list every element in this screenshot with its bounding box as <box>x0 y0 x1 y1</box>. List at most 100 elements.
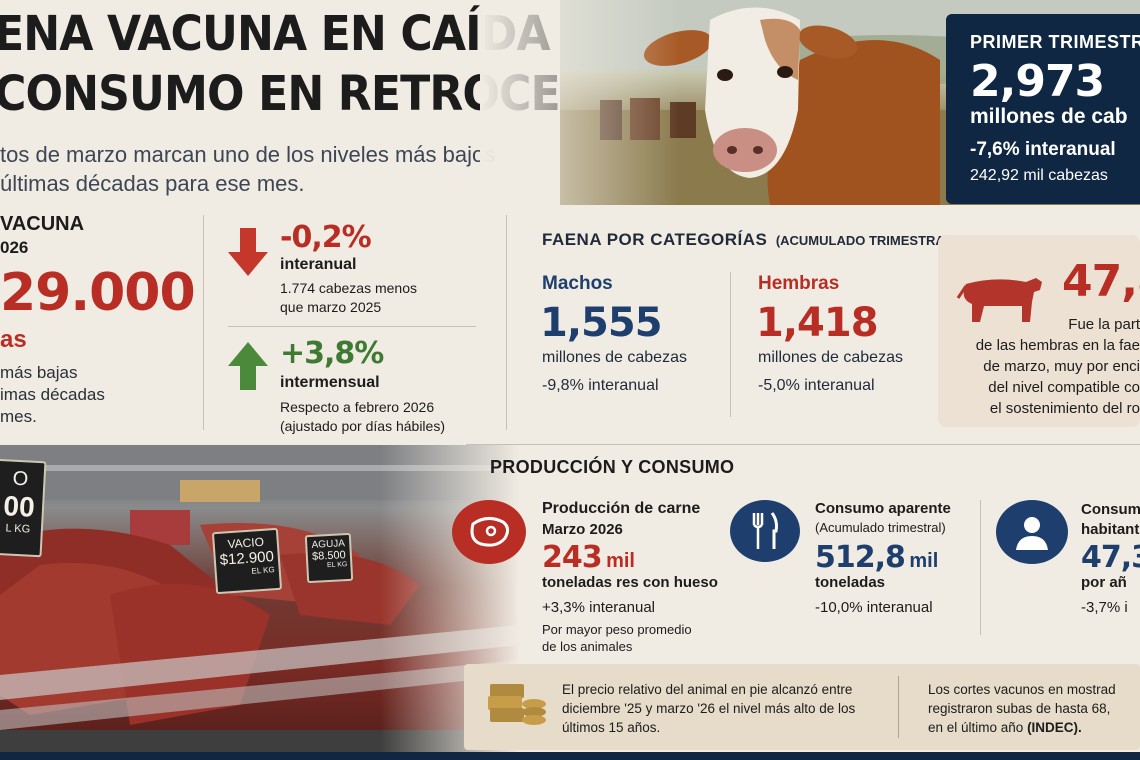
page-subtitle: tos de marzo marcan uno de los niveles m… <box>0 140 495 198</box>
note-left-line-2: diciembre '25 y marzo '26 el nivel más a… <box>562 701 856 716</box>
first-quarter-value: 2,973 <box>970 56 1105 107</box>
consumption-title-line-1: Consumo aparente <box>815 500 951 517</box>
hembras-share-line-5: el sostenimiento del ro <box>989 400 1140 417</box>
faena-march-value: 29.000 <box>0 263 196 323</box>
interanual-desc: 1.774 cabezas menos que marzo 2025 <box>280 279 417 317</box>
intermensual-desc-line-1: Respecto a febrero 2026 <box>280 399 435 415</box>
production-section-title: PRODUCCIÓN Y CONSUMO <box>490 457 735 477</box>
note-right-line-1: Los cortes vacunos en mostrad <box>928 682 1116 697</box>
hembras-share-line-4: del nivel compatible co <box>988 379 1140 396</box>
note-left-line-1: El precio relativo del animal en pie alc… <box>562 682 853 697</box>
production-title-line-2: Marzo 2026 <box>542 521 623 538</box>
production-value-group: 243 mil <box>542 540 635 575</box>
categories-title-note: (ACUMULADO TRIMESTRAL) <box>775 233 958 248</box>
fork-knife-icon <box>730 500 800 562</box>
note-left-line-3: últimos 15 años. <box>562 720 661 735</box>
cow-icon <box>956 272 1048 329</box>
production-title: Producción de carne Marzo 2026 <box>542 498 700 540</box>
per-capita-title-line-1: Consum <box>1081 501 1140 518</box>
subtitle-line-2: últimas décadas para ese mes. <box>0 171 305 196</box>
steak-icon <box>452 500 526 564</box>
production-yoy: +3,3% interanual <box>542 599 655 616</box>
consumption-unit: toneladas <box>815 574 886 591</box>
machos-label: Machos <box>542 273 613 294</box>
title-line-1: ENA VACUNA EN CAÍDA <box>0 6 551 62</box>
hembras-share-line-3: de marzo, muy por enci <box>983 358 1140 375</box>
first-quarter-diff: 242,92 mil cabezas <box>970 167 1108 184</box>
interanual-desc-line-1: 1.774 cabezas menos <box>280 280 417 296</box>
production-note-line-2: de los animales <box>542 639 633 654</box>
arrow-down-icon <box>228 228 268 281</box>
subtitle-line-1: tos de marzo marcan uno de los niveles m… <box>0 142 496 167</box>
interanual-label: interanual <box>280 256 357 273</box>
divider-categories <box>730 272 731 417</box>
note-right-line-2: registraron subas de hasta 68, <box>928 701 1111 716</box>
hembras-label: Hembras <box>758 273 840 294</box>
price-tag-left-unit: L KG <box>5 522 31 536</box>
divider-sections <box>466 444 1140 445</box>
faena-desc-line-2: imas décadas <box>0 385 105 404</box>
hembras-yoy: -5,0% interanual <box>758 377 875 394</box>
note-right: Los cortes vacunos en mostrad registraro… <box>928 680 1116 737</box>
coins-icon <box>486 678 548 733</box>
interanual-desc-line-2: que marzo 2025 <box>280 299 382 315</box>
consumption-yoy: -10,0% interanual <box>815 599 933 616</box>
production-note-line-1: Por mayor peso promedio <box>542 622 692 637</box>
hembras-share-desc: Fue la part de las hembras en la fae de … <box>956 314 1140 419</box>
production-value-unit: mil <box>606 550 635 572</box>
price-tag-left-price: 00 <box>2 490 36 523</box>
note-right-line-3: en el último año (INDEC). <box>928 718 1116 737</box>
consumption-value-group: 512,8 mil <box>815 540 938 575</box>
faena-label-line-1: VACUNA <box>0 213 85 235</box>
machos-value: 1,555 <box>540 300 663 346</box>
hembras-share-line-1: Fue la part <box>1068 316 1140 333</box>
machos-unit: millones de cabezas <box>542 349 687 366</box>
divider-mid <box>506 215 507 430</box>
divider-left <box>203 215 204 430</box>
per-capita-yoy: -3,7% i <box>1081 599 1128 616</box>
per-capita-title: Consum habitant <box>1081 500 1140 540</box>
hembras-unit: millones de cabezas <box>758 349 903 366</box>
consumption-value: 512,8 <box>815 540 906 575</box>
consumption-title-line-2: (Acumulado trimestral) <box>815 520 946 535</box>
per-capita-title-line-2: habitant <box>1081 521 1140 538</box>
faena-march-label: VACUNA 026 <box>0 212 84 260</box>
hero-fade <box>480 0 680 205</box>
person-icon <box>996 500 1068 564</box>
bottom-bar <box>0 752 1140 760</box>
first-quarter-unit: millones de cab <box>970 105 1128 128</box>
intermensual-value: +3,8% <box>280 336 384 371</box>
faena-march-unit: as <box>0 326 27 353</box>
intermensual-desc-line-2: (ajustado por días hábiles) <box>280 418 445 434</box>
note-right-line-3a: en el último año <box>928 720 1028 735</box>
faena-desc-line-1: más bajas <box>0 363 78 382</box>
note-right-line-3b: (INDEC). <box>1027 720 1082 735</box>
faena-label-line-2: 026 <box>0 238 29 257</box>
hembras-share-value: 47,8 <box>1062 256 1140 307</box>
first-quarter-label: PRIMER TRIMESTR <box>970 32 1140 52</box>
categories-title: FAENA POR CATEGORÍAS (ACUMULADO TRIMESTR… <box>542 230 957 250</box>
note-left: El precio relativo del animal en pie alc… <box>562 680 855 737</box>
consumption-title: Consumo aparente (Acumulado trimestral) <box>815 500 951 535</box>
price-tag-left-top: O <box>12 467 29 491</box>
intermensual-label: intermensual <box>280 374 380 391</box>
intermensual-desc: Respecto a febrero 2026 (ajustado por dí… <box>280 398 445 436</box>
notes-box <box>464 664 1140 750</box>
faena-desc-line-3: mes. <box>0 407 37 426</box>
divider-consumption <box>980 500 981 635</box>
first-quarter-box: PRIMER TRIMESTR 2,973 millones de cab -7… <box>946 14 1140 204</box>
hembras-value: 1,418 <box>756 300 879 346</box>
production-note: Por mayor peso promedio de los animales <box>542 621 692 655</box>
price-tag-aguja: AGUJA $8.500 EL KG <box>304 532 354 584</box>
production-unit: toneladas res con hueso <box>542 574 718 591</box>
machos-yoy: -9,8% interanual <box>542 377 659 394</box>
per-capita-value: 47,3 <box>1081 540 1140 575</box>
hembras-share-box <box>938 235 1140 427</box>
consumption-value-unit: mil <box>909 550 939 572</box>
hembras-share-line-2: de las hembras en la fae <box>975 337 1140 354</box>
interanual-value: -0,2% <box>280 220 372 255</box>
categories-title-text: FAENA POR CATEGORÍAS <box>542 230 768 249</box>
faena-march-desc: más bajas imas décadas mes. <box>0 362 105 428</box>
per-capita-unit: por añ <box>1081 574 1127 591</box>
price-tag-vacio: VACIO $12.900 EL KG <box>211 527 283 595</box>
